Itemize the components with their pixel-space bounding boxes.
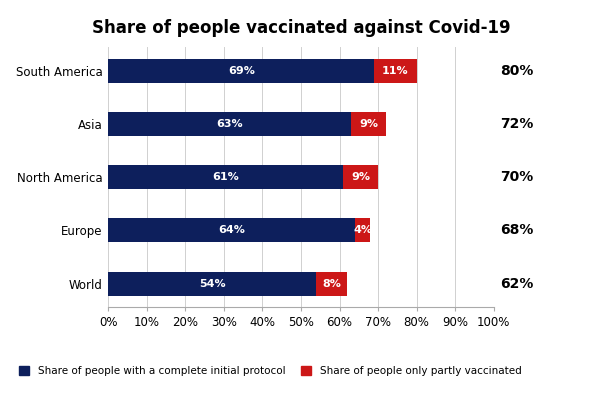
Text: 4%: 4% [353,225,372,236]
Text: 9%: 9% [359,119,378,129]
Title: Share of people vaccinated against Covid-19: Share of people vaccinated against Covid… [92,19,510,37]
Bar [108,271,317,296]
Text: 63%: 63% [216,119,243,129]
Text: 8%: 8% [323,279,341,288]
Text: 9%: 9% [351,172,370,182]
Text: 70%: 70% [501,170,534,184]
Bar [108,165,343,189]
Text: 62%: 62% [501,277,534,290]
Bar [317,271,347,296]
Bar [355,218,370,242]
Text: 61%: 61% [213,172,239,182]
Text: 11%: 11% [382,66,409,76]
Text: 64%: 64% [218,225,245,236]
Text: 54%: 54% [199,279,226,288]
Legend: Share of people with a complete initial protocol, Share of people only partly va: Share of people with a complete initial … [15,362,526,380]
Bar [108,218,355,242]
Text: 80%: 80% [501,64,534,78]
Bar [374,59,417,83]
Text: 72%: 72% [501,117,534,131]
Bar [351,112,386,136]
Text: 68%: 68% [501,223,534,238]
Text: 69%: 69% [228,66,255,76]
Bar [108,112,351,136]
Bar [343,165,378,189]
Bar [108,59,374,83]
